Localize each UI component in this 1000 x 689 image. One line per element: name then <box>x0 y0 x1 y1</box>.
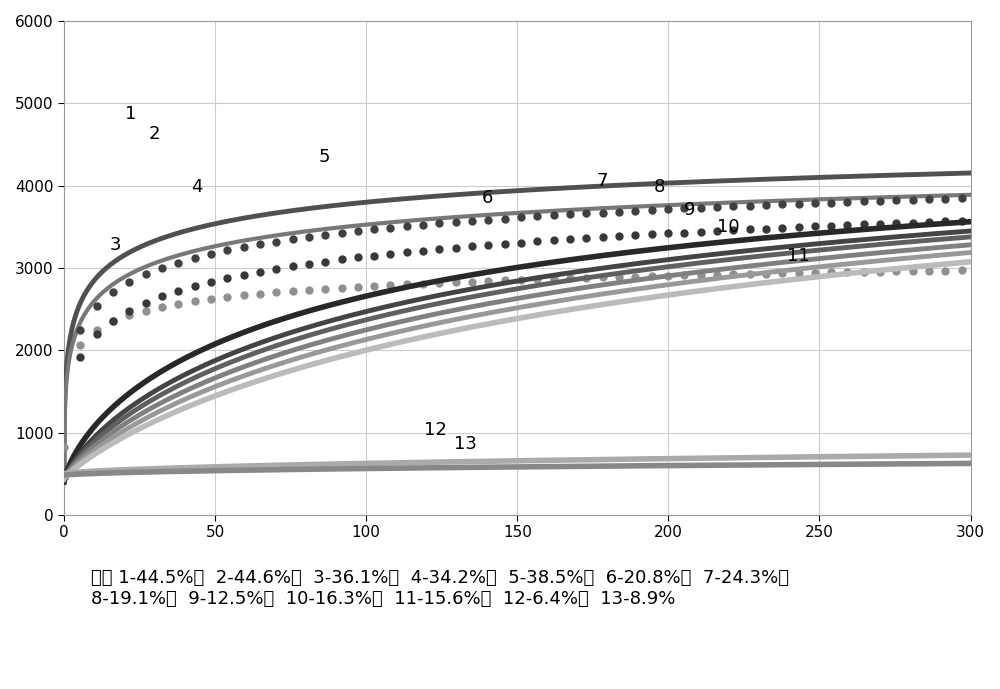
Text: 4: 4 <box>191 178 203 196</box>
Text: 13: 13 <box>454 435 477 453</box>
Text: 8: 8 <box>654 178 665 196</box>
Text: 2: 2 <box>149 125 160 143</box>
Text: 5: 5 <box>318 148 330 166</box>
Text: 11: 11 <box>787 247 810 265</box>
Text: 1: 1 <box>125 105 136 123</box>
Text: 3: 3 <box>110 236 121 254</box>
Text: 12: 12 <box>424 421 447 439</box>
Text: 注： 1-44.5%；  2-44.6%；  3-36.1%；  4-34.2%；  5-38.5%；  6-20.8%；  7-24.3%；
8-19.1%；: 注： 1-44.5%； 2-44.6%； 3-36.1%； 4-34.2%； 5… <box>91 569 789 608</box>
Text: 9: 9 <box>684 201 695 219</box>
Text: 6: 6 <box>481 189 493 207</box>
Text: 10: 10 <box>717 218 740 236</box>
Text: 7: 7 <box>596 172 608 190</box>
